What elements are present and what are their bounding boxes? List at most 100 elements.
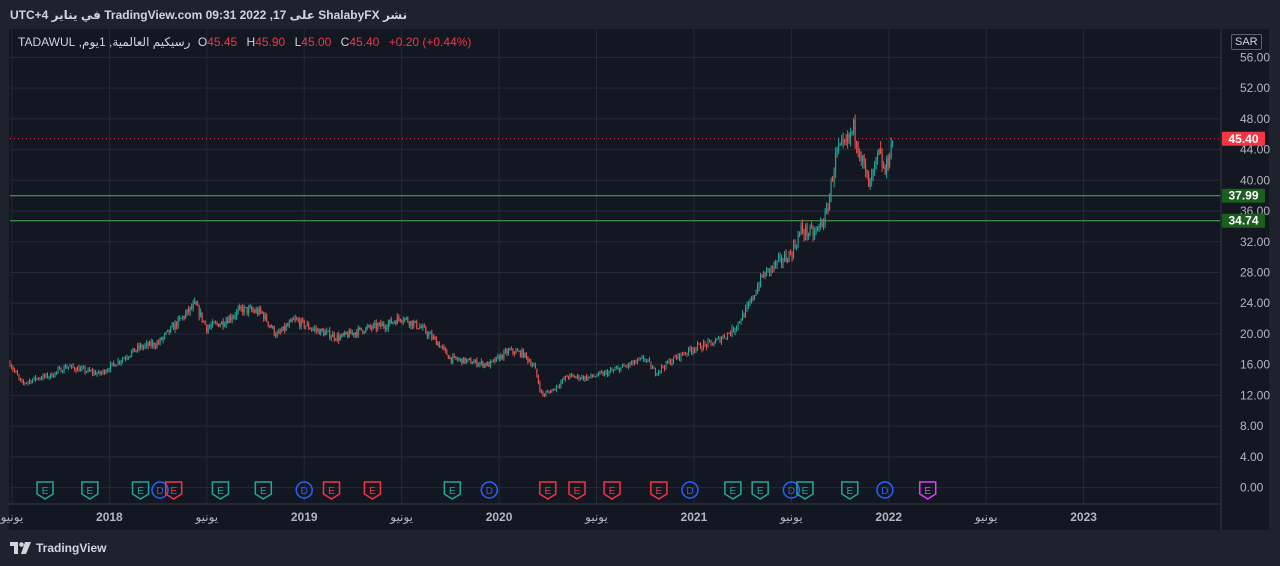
candle-body [393, 321, 395, 323]
candle-body [797, 235, 799, 246]
candle-body [620, 367, 622, 372]
candle-body [692, 349, 694, 353]
candle-body [300, 319, 302, 327]
candle-body [536, 368, 538, 377]
candle-body [396, 316, 398, 325]
candle-body [862, 156, 864, 161]
candle-body [137, 345, 139, 351]
candle-body [353, 332, 355, 335]
candle-body [17, 372, 19, 376]
currency-button[interactable]: SAR [1231, 34, 1262, 50]
candle-body [833, 170, 835, 182]
candle-body [685, 353, 687, 355]
candle-body [751, 296, 753, 303]
candle-body [407, 317, 409, 323]
candle-body [128, 357, 130, 359]
candle-body [458, 359, 460, 361]
candle-body [763, 273, 765, 277]
candle-body [395, 321, 397, 325]
current-price-label-bg [1222, 131, 1265, 146]
dividend-icon [295, 481, 313, 499]
candle-body [877, 153, 879, 157]
candle-body [576, 375, 578, 377]
candle-body [432, 336, 434, 339]
candle-body [24, 382, 26, 384]
candle-body [572, 374, 574, 376]
y-tick-label: 20.00 [1240, 327, 1270, 341]
candle-body [769, 268, 771, 273]
candle-body [344, 332, 346, 335]
candle-body [386, 328, 388, 330]
candle-body [491, 360, 493, 362]
candle-body [515, 350, 517, 354]
candle-body [838, 145, 840, 150]
candle-body [14, 369, 16, 371]
y-tick-label: 44.00 [1240, 143, 1270, 157]
candle-body [772, 266, 774, 269]
candle-body [464, 357, 466, 363]
candle-body [405, 317, 407, 319]
candle-body [48, 376, 50, 378]
candle-body [239, 306, 241, 310]
tradingview-logo[interactable]: TradingView [10, 541, 106, 555]
candle-body [725, 337, 727, 339]
candle-body [811, 226, 813, 228]
candle-body [803, 231, 805, 236]
candle-body [255, 309, 257, 313]
candle-body [806, 226, 808, 236]
candle-body [368, 325, 370, 327]
x-tick-label: 2019 [291, 510, 318, 524]
earnings-marker-label: E [42, 486, 49, 497]
candle-body [829, 195, 831, 210]
candle-body [21, 380, 23, 382]
candle-body [648, 359, 650, 362]
candle-body [365, 327, 367, 333]
candle-body [315, 328, 317, 331]
candle-body [98, 371, 100, 374]
candle-body [578, 375, 580, 380]
chart-panel[interactable] [9, 29, 1269, 530]
candle-body [272, 326, 274, 328]
candle-body [308, 323, 310, 329]
candle-body [108, 370, 110, 372]
support-price-label-bg [1222, 188, 1265, 203]
candle-body [318, 329, 320, 335]
candle-body [841, 140, 843, 144]
candle-body [276, 333, 278, 336]
candle-body [710, 340, 712, 343]
change-value: +0.20 (+0.44%) [388, 35, 472, 49]
candle-body [656, 373, 658, 375]
candle-body [369, 325, 371, 328]
candle-body [689, 347, 691, 350]
candle-body [164, 333, 166, 338]
candle-body [557, 386, 559, 388]
candle-body [359, 327, 361, 329]
candle-body [53, 376, 55, 378]
candle-body [808, 233, 810, 236]
earnings-marker-label: E [609, 486, 616, 497]
candle-body [440, 346, 442, 348]
candle-body [713, 343, 715, 346]
candle-body [413, 322, 415, 327]
symbol-label[interactable]: رسيكيم العالمية, 1يوم, TADAWUL [18, 35, 191, 49]
candle-body [230, 316, 232, 320]
candle-body [299, 320, 301, 327]
candle-body [788, 252, 790, 262]
candle-body [146, 343, 148, 346]
dividend-marker-label: D [486, 486, 493, 497]
candle-body [275, 334, 277, 336]
candle-body [117, 360, 119, 366]
candle-body [138, 345, 140, 349]
candle-body [615, 368, 617, 370]
candle-body [875, 156, 877, 164]
y-tick-label: 28.00 [1240, 266, 1270, 280]
candle-body [303, 320, 305, 328]
candle-body [704, 342, 706, 345]
candle-body [455, 356, 457, 359]
earnings-marker-label: E [574, 486, 581, 497]
candle-body [291, 319, 293, 321]
earnings-icon [322, 481, 341, 500]
candle-body [374, 323, 376, 325]
candle-body [767, 268, 769, 270]
